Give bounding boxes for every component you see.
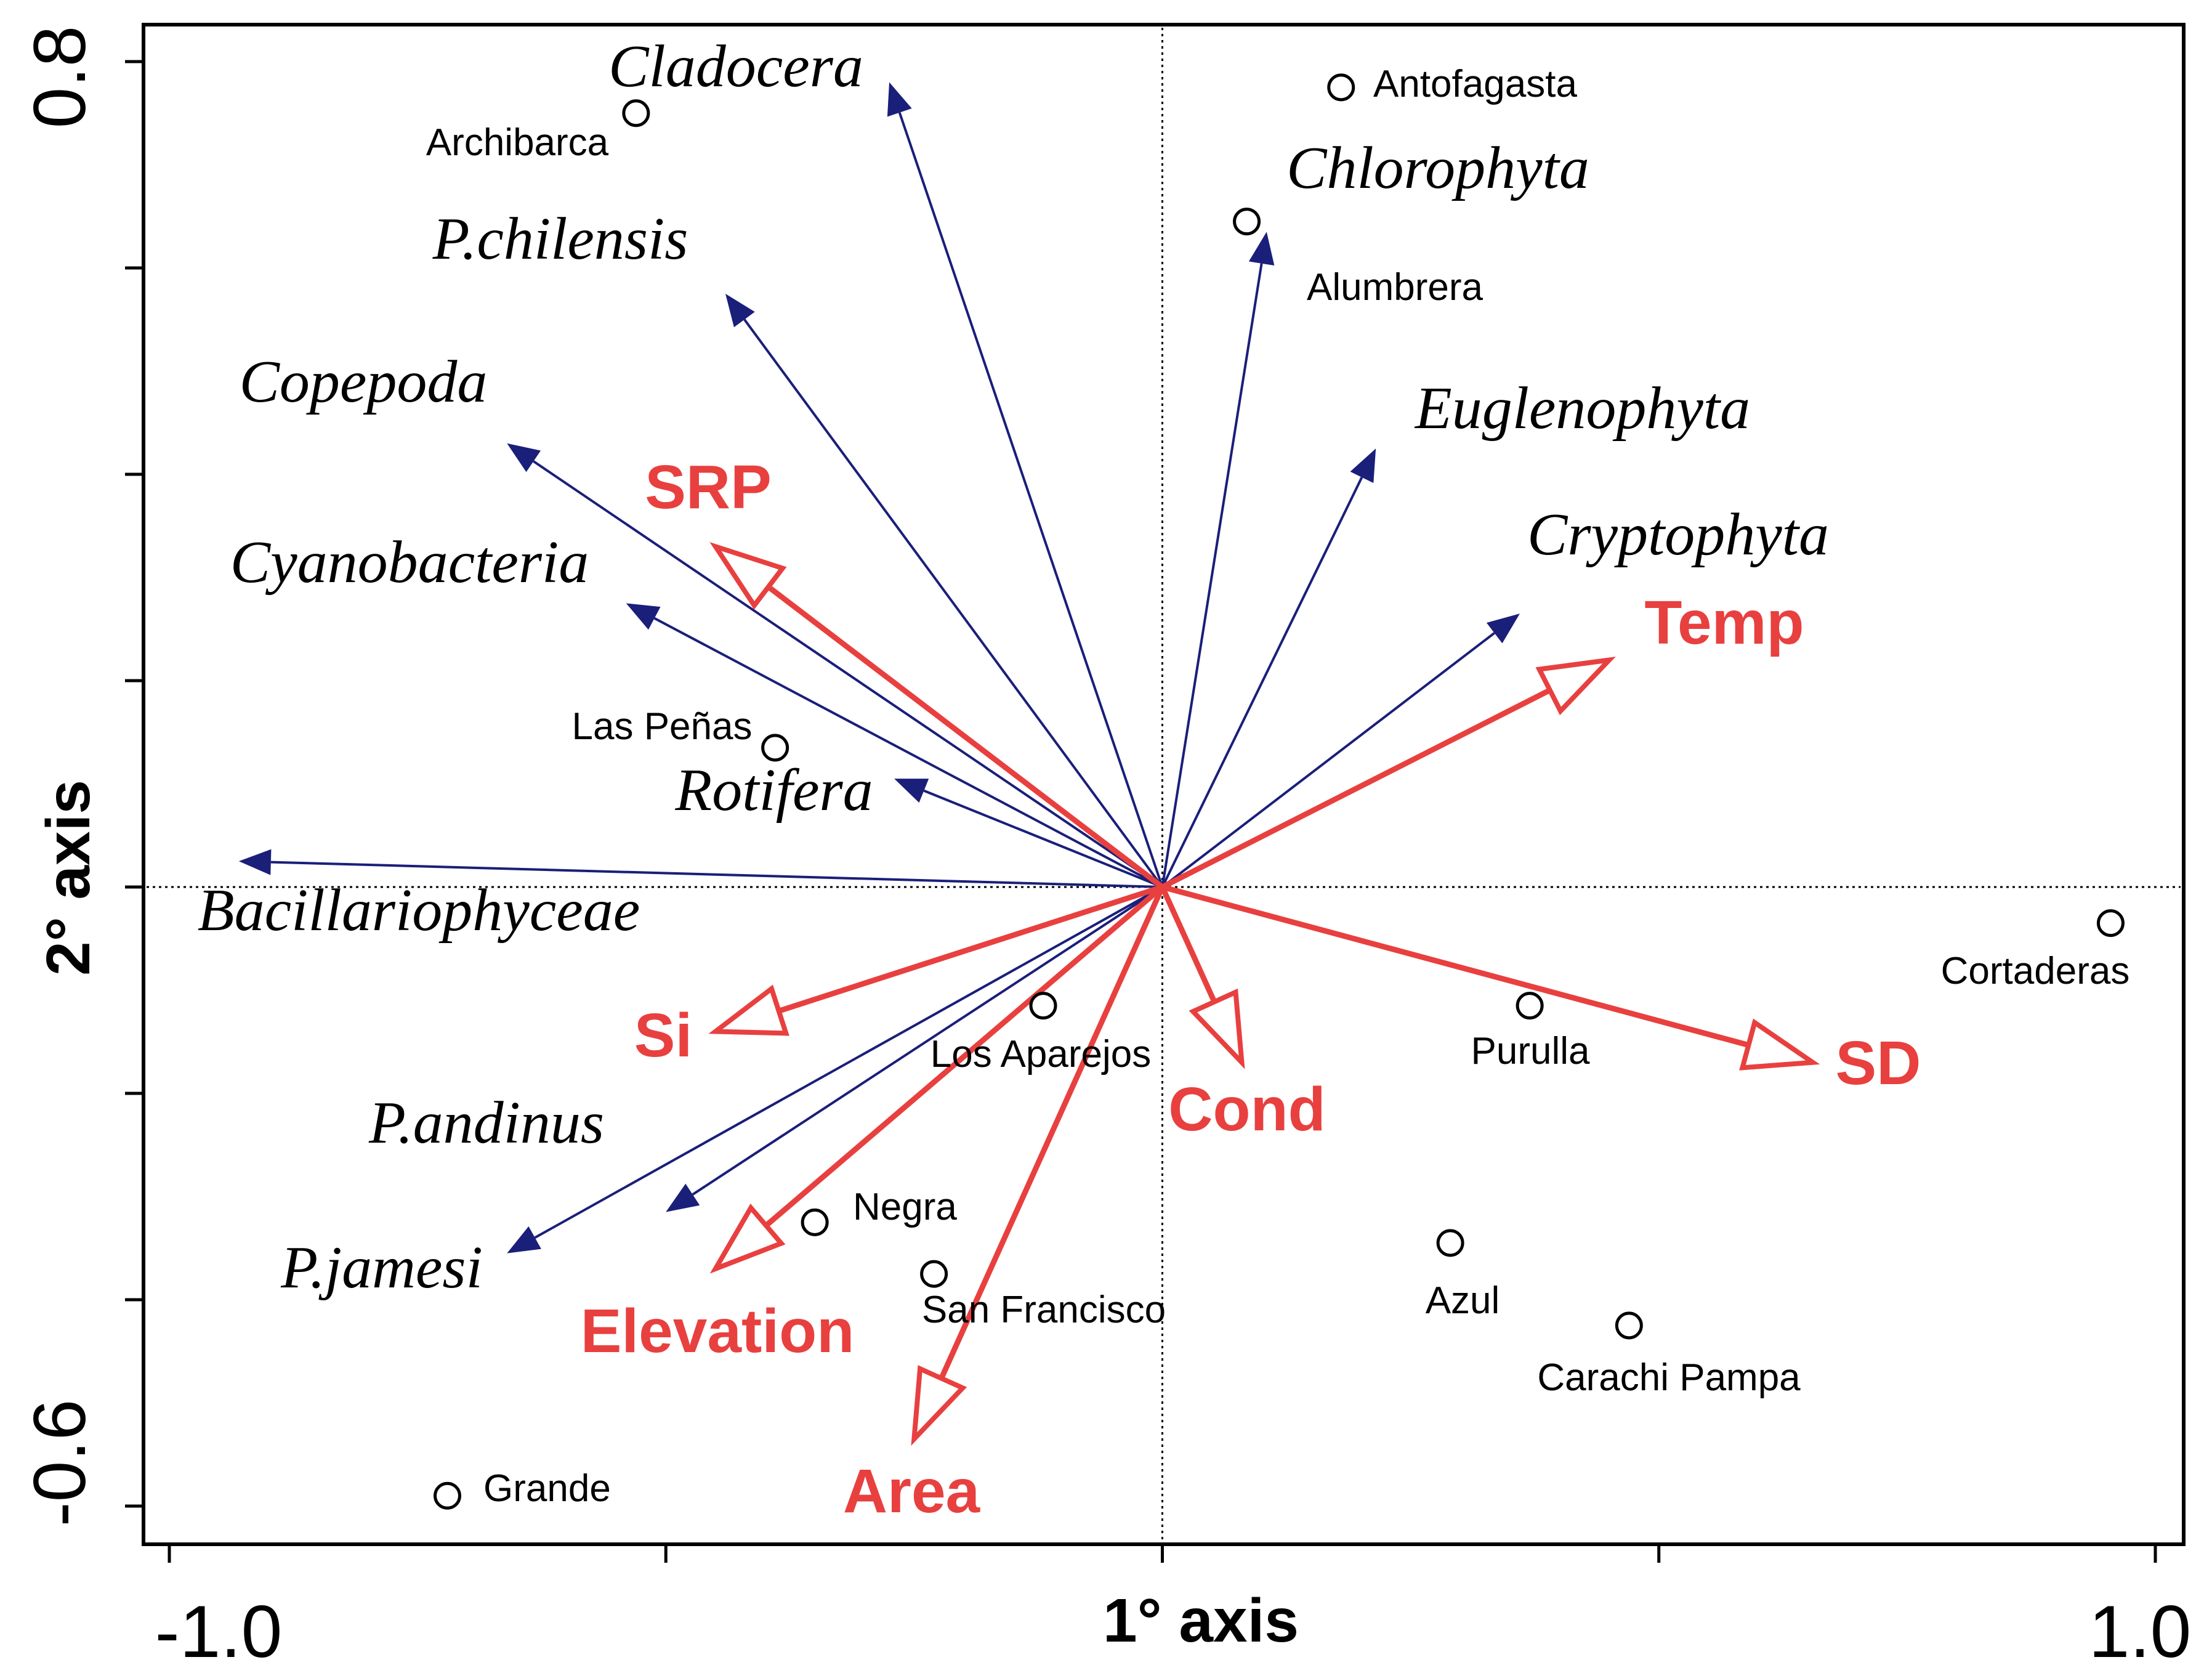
env-arrowhead-temp <box>1535 657 1616 716</box>
species-label-p-chilensis: P.chilensis <box>432 206 688 272</box>
site-marker-purulla <box>1516 992 1544 1020</box>
species-arrowhead-p-andinus <box>666 1183 700 1212</box>
species-arrowhead-euglenophyta <box>1350 448 1376 484</box>
species-label-p-andinus: P.andinus <box>368 1090 604 1156</box>
site-label-cortaderas: Cortaderas <box>1941 950 2130 992</box>
site-label-grande: Grande <box>483 1467 611 1510</box>
species-arrow-copepoda <box>533 460 1163 888</box>
species-arrowhead-cladocera <box>887 82 912 117</box>
y-tick-label-bottom: -0.6 <box>18 1400 101 1527</box>
species-arrowhead-cyanobacteria <box>626 603 661 630</box>
site-marker-los-aparejos <box>1029 992 1057 1020</box>
x-tick-label-left: -1.0 <box>155 1590 283 1673</box>
env-label-sd: SD <box>1836 1029 1921 1098</box>
site-label-carachi-pampa: Carachi Pampa <box>1537 1356 1801 1399</box>
y-tick-label-top: 0.8 <box>18 26 101 129</box>
species-arrow-chlorophyta <box>1161 263 1263 888</box>
env-arrowhead-sd <box>1739 1018 1820 1071</box>
env-arrow-cond <box>1160 886 1217 1003</box>
env-label-si: Si <box>634 1001 692 1070</box>
x-tick-label-right: 1.0 <box>2089 1590 2192 1673</box>
environmental-arrows <box>708 541 1820 1446</box>
species-arrowhead-p-chilensis <box>725 293 755 328</box>
env-arrowhead-area <box>911 1365 967 1446</box>
env-arrowhead-si <box>708 984 789 1036</box>
env-arrow-temp <box>1161 687 1551 890</box>
species-arrowhead-copepoda <box>507 443 541 472</box>
env-label-area: Area <box>843 1457 981 1526</box>
site-label-azul: Azul <box>1426 1279 1500 1322</box>
site-marker-grande <box>434 1481 461 1510</box>
species-label-euglenophyta: Euglenophyta <box>1414 375 1750 442</box>
env-arrowhead-elevation <box>709 1203 786 1274</box>
env-label-cond: Cond <box>1168 1075 1325 1144</box>
species-label-cladocera: Cladocera <box>608 33 863 100</box>
axis-ticks <box>125 60 2157 1563</box>
site-label-las-pe-as: Las Peñas <box>572 705 753 748</box>
env-arrowhead-srp <box>709 541 787 610</box>
y-axis-title: 2° axis <box>34 780 103 976</box>
species-arrow-cryptophyta <box>1161 632 1495 888</box>
site-marker-azul <box>1436 1229 1464 1257</box>
species-arrowhead-rotifera <box>894 779 929 803</box>
site-marker-san-francisco <box>920 1260 948 1288</box>
env-arrowhead-cond <box>1189 988 1245 1069</box>
env-label-srp: SRP <box>645 453 772 522</box>
species-arrowhead-cryptophyta <box>1486 614 1520 644</box>
species-arrow-bacillariophyceae <box>270 861 1163 888</box>
site-marker-las-pe-as <box>761 734 789 762</box>
species-arrow-cyanobacteria <box>653 617 1163 888</box>
site-label-negra: Negra <box>853 1186 957 1228</box>
x-axis-title: 1° axis <box>1103 1586 1299 1655</box>
site-label-antofagasta: Antofagasta <box>1373 63 1577 105</box>
site-marker-carachi-pampa <box>1615 1311 1643 1340</box>
species-arrow-p-jamesi <box>534 886 1163 1239</box>
species-arrow-cladocera <box>898 112 1164 888</box>
site-marker-archibarca <box>622 99 650 128</box>
env-arrow-srp <box>767 585 1165 889</box>
species-arrow-p-chilensis <box>743 318 1164 888</box>
species-label-chlorophyta: Chlorophyta <box>1286 135 1589 201</box>
site-points <box>434 73 2125 1510</box>
chart-labels: Cladocera P.chilensis Copepoda Cyanobacteri… <box>198 33 2130 1526</box>
species-label-rotifera: Rotifera <box>674 757 873 824</box>
env-label-elevation: Elevation <box>581 1297 855 1366</box>
site-marker-negra <box>801 1208 829 1236</box>
species-label-cyanobacteria: Cyanobacteria <box>230 529 589 596</box>
species-arrowhead-p-jamesi <box>507 1226 541 1254</box>
env-label-temp: Temp <box>1644 588 1804 657</box>
species-arrowhead-bacillariophyceae <box>238 849 272 875</box>
species-arrow-euglenophyta <box>1161 476 1363 888</box>
site-label-los-aparejos: Los Aparejos <box>930 1033 1151 1076</box>
species-arrows <box>238 82 1520 1254</box>
site-marker-antofagasta <box>1327 73 1355 102</box>
species-arrowhead-chlorophyta <box>1248 232 1275 266</box>
env-arrow-si <box>778 884 1163 1014</box>
env-arrow-area <box>938 886 1165 1380</box>
env-arrow-sd <box>1161 884 1750 1048</box>
site-label-san-francisco: San Francisco <box>922 1289 1166 1331</box>
site-label-alumbrera: Alumbrera <box>1307 266 1483 309</box>
species-label-cryptophyta: Cryptophyta <box>1527 501 1829 568</box>
species-label-copepoda: Copepoda <box>240 349 488 415</box>
site-label-archibarca: Archibarca <box>426 121 609 164</box>
env-arrow-elevation <box>764 885 1165 1228</box>
site-label-purulla: Purulla <box>1471 1030 1591 1072</box>
site-marker-cortaderas <box>2096 909 2125 938</box>
species-label-p-jamesi: P.jamesi <box>280 1234 483 1301</box>
species-label-bacillariophyceae: Bacillariophyceae <box>198 877 640 944</box>
species-arrow-rotifera <box>923 789 1163 888</box>
site-marker-alumbrera <box>1233 208 1261 236</box>
species-arrow-p-andinus <box>692 886 1163 1196</box>
